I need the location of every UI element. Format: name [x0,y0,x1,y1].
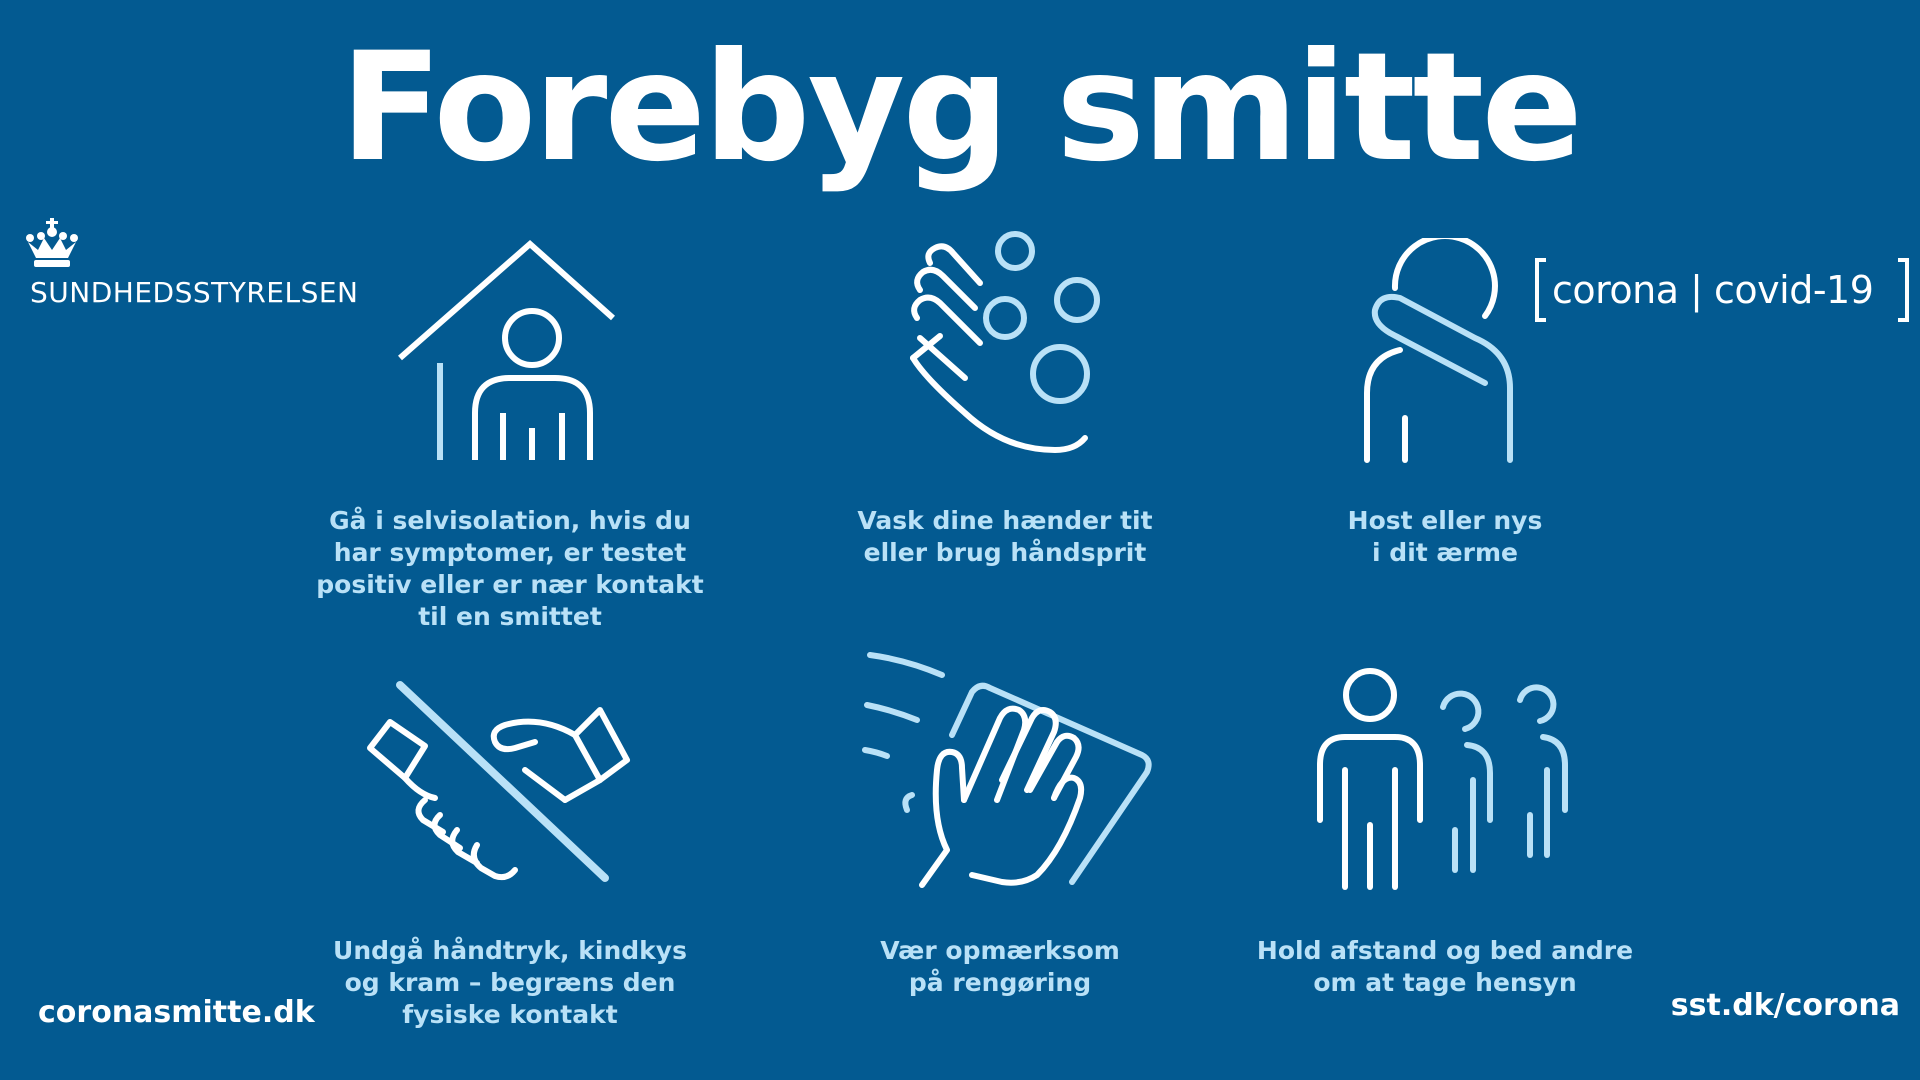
tip-caption-keep-distance: Hold afstand og bed andre om at tage hen… [1256,936,1634,997]
bracket-left-icon [1535,258,1546,322]
corona-logo-text: corona | covid-19 [1552,268,1874,312]
person-at-home-icon [398,239,615,460]
corona-covid-logo: corona | covid-19 [1534,258,1914,328]
keep-distance-icon [1317,668,1568,890]
cough-in-sleeve-icon [1364,238,1513,463]
tip-caption-wash-hands: Vask dine hænder tit eller brug håndspri… [857,506,1153,567]
tip-caption-no-handshake: Undgå håndtryk, kindkys og kram – begræn… [333,936,687,1029]
crown-icon [26,218,78,267]
sundhedsstyrelsen-logo: SUNDHEDSSTYRELSEN [22,218,402,318]
washing-hands-icon [910,231,1100,453]
bracket-right-icon [1898,258,1909,322]
no-handshake-icon [367,681,630,882]
tip-caption-selfisolation: Gå i selvisolation, hvis du har symptome… [316,506,704,631]
footer-link-sst[interactable]: sst.dk/corona [1670,988,1900,1023]
cleaning-surface-icon [862,652,1152,888]
page-title: Forebyg smitte [339,21,1583,195]
logo-text: SUNDHEDSSTYRELSEN [30,276,359,309]
tip-caption-cleaning: Vær opmærksom på rengøring [880,936,1120,997]
footer-link-coronasmitte[interactable]: coronasmitte.dk [38,995,315,1030]
tip-caption-cough-sleeve: Host eller nys i dit ærme [1347,506,1543,567]
